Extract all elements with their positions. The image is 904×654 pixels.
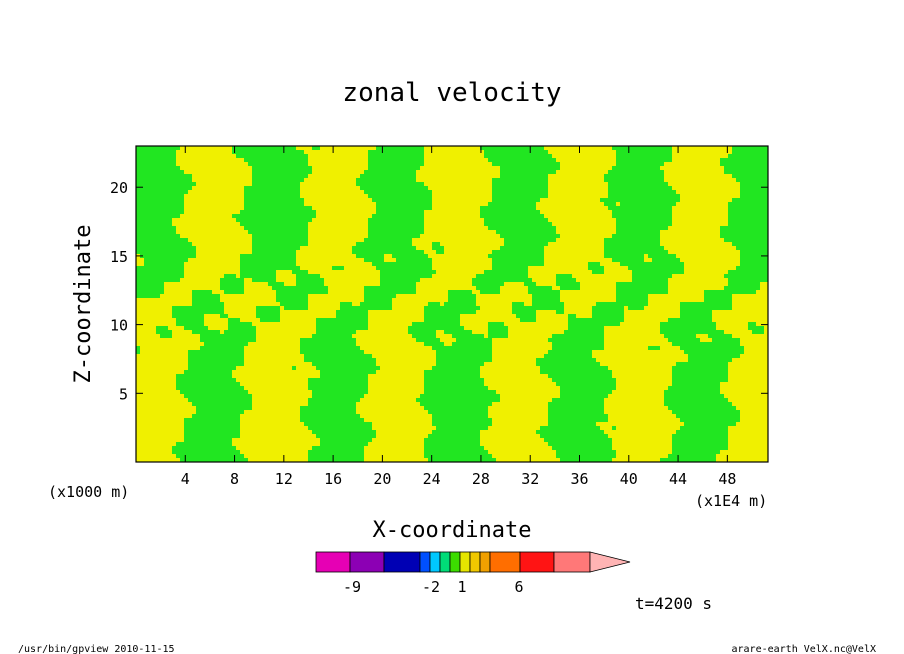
x-unit-left: (x1000 m) xyxy=(48,483,129,501)
x-tick-label: 32 xyxy=(521,470,539,488)
x-tick-label: 36 xyxy=(570,470,588,488)
x-tick-label: 8 xyxy=(230,470,239,488)
y-tick-label: 20 xyxy=(110,179,128,197)
x-tick-label: 48 xyxy=(718,470,736,488)
time-label: t=4200 s xyxy=(635,594,712,613)
x-unit-right: (x1E4 m) xyxy=(695,492,767,510)
colorbar-segment xyxy=(553,551,591,573)
colorbar-tick-label: 6 xyxy=(514,578,523,596)
colorbar-segment xyxy=(449,551,461,573)
x-axis-label: X-coordinate xyxy=(373,518,532,543)
footer-right: arare-earth_VelX.nc@VelX xyxy=(732,644,877,654)
x-tick-label: 20 xyxy=(373,470,391,488)
y-tick-label: 5 xyxy=(119,385,128,403)
colorbar-segment xyxy=(489,551,521,573)
plot-frame xyxy=(135,145,769,463)
colorbar-segment xyxy=(469,551,481,573)
colorbar-segment xyxy=(429,551,441,573)
colorbar-segment xyxy=(519,551,555,573)
y-axis: 5 10 15 20 xyxy=(110,179,768,403)
colorbar-segment xyxy=(349,551,385,573)
velocity-field xyxy=(136,146,768,462)
x-tick-label: 44 xyxy=(669,470,687,488)
x-tick-label: 28 xyxy=(472,470,490,488)
colorbar-segment xyxy=(479,551,491,573)
x-tick-label: 16 xyxy=(324,470,342,488)
x-tick-label: 24 xyxy=(423,470,441,488)
colorbar-labels: -9 -2 1 6 xyxy=(343,578,524,596)
plot-area xyxy=(135,145,769,463)
y-tick-label: 10 xyxy=(110,317,128,335)
field-low-region xyxy=(136,146,768,462)
colorbar-segment xyxy=(439,551,451,573)
x-tick-label: 12 xyxy=(275,470,293,488)
colorbar-segment xyxy=(419,551,431,573)
chart-title: zonal velocity xyxy=(342,78,561,108)
y-tick-label: 15 xyxy=(110,248,128,266)
y-axis-label: Z-coordinate xyxy=(71,225,96,384)
footer-left: /usr/bin/gpview 2010-11-15 xyxy=(18,644,175,654)
colorbar xyxy=(315,551,631,573)
colorbar-segment xyxy=(459,551,471,573)
colorbar-tick-label: -2 xyxy=(422,578,440,596)
colorbar-tick-label: -9 xyxy=(343,578,361,596)
x-tick-label: 40 xyxy=(620,470,638,488)
colorbar-segment xyxy=(315,551,351,573)
x-axis: 4 8 12 16 20 24 28 32 36 40 44 48 xyxy=(181,146,736,488)
colorbar-segment xyxy=(383,551,421,573)
colorbar-extend-arrow xyxy=(589,551,631,573)
x-tick-label: 4 xyxy=(181,470,190,488)
colorbar-tick-label: 1 xyxy=(457,578,466,596)
